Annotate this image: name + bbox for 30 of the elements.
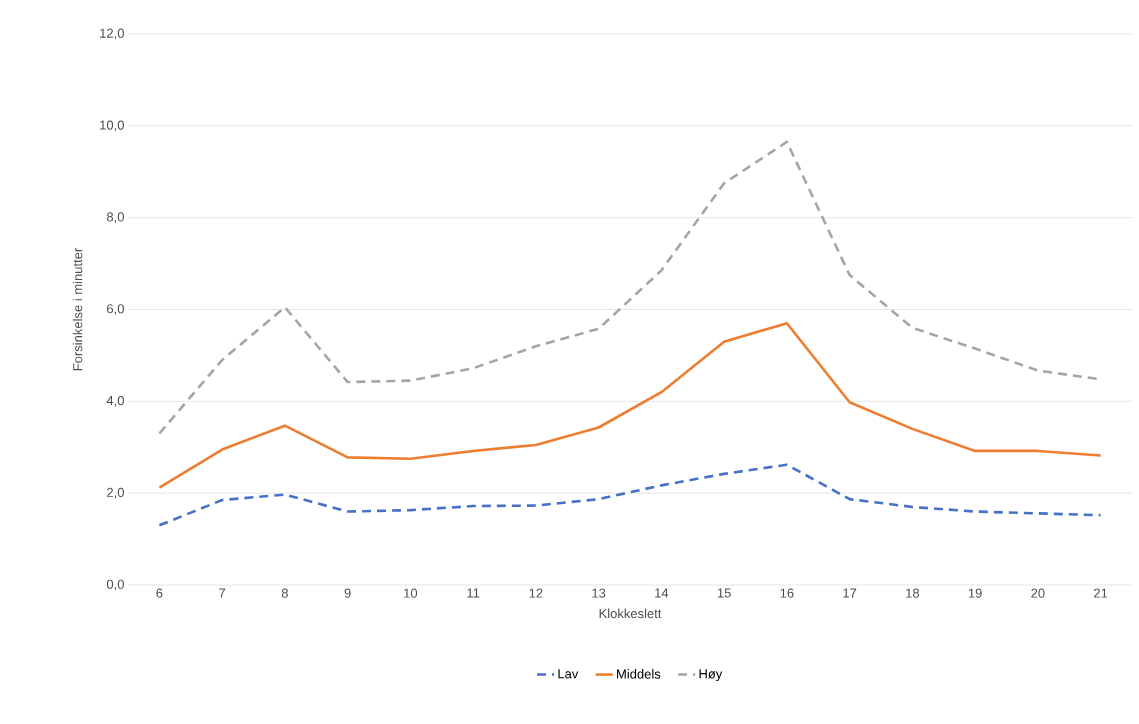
y-tick-label: 0,0	[106, 579, 124, 591]
y-tick-label: 2,0	[107, 487, 124, 499]
x-tick-label: 9	[344, 588, 351, 598]
x-tick-label: 10	[404, 588, 418, 598]
y-tick-label: 6,0	[107, 304, 124, 315]
x-tick-label: 16	[780, 588, 794, 598]
x-tick-label: 8	[281, 588, 288, 598]
x-tick-label: 15	[717, 588, 731, 598]
x-tick-label: 18	[906, 588, 920, 598]
x-tick-label: 20	[1031, 588, 1045, 598]
line-series	[158, 463, 1102, 527]
legend-label: Middels	[617, 669, 661, 679]
x-axis-title: Klokkeslett	[599, 608, 662, 619]
y-tick-label: 10,0	[100, 120, 124, 132]
x-tick-label: 19	[968, 588, 982, 598]
x-tick-label: 12	[529, 588, 543, 598]
y-tick-label: 4,0	[106, 395, 124, 407]
y-axis-title: Forsinkelse i minutter	[72, 247, 83, 371]
x-tick-label: 13	[592, 588, 606, 598]
x-tick-label: 14	[655, 588, 669, 598]
legend-label: Lav	[558, 669, 579, 679]
y-tick-label: 8,0	[106, 212, 124, 224]
x-tick-label: 6	[156, 588, 163, 598]
x-tick-label: 11	[467, 588, 480, 598]
y-tick-label: 12,0	[100, 28, 124, 40]
x-tick-label: 17	[843, 588, 857, 598]
x-tick-label: 7	[219, 588, 226, 598]
line-series	[158, 321, 1102, 489]
x-tick-label: 21	[1094, 588, 1108, 598]
legend-label: Høy	[699, 669, 723, 681]
